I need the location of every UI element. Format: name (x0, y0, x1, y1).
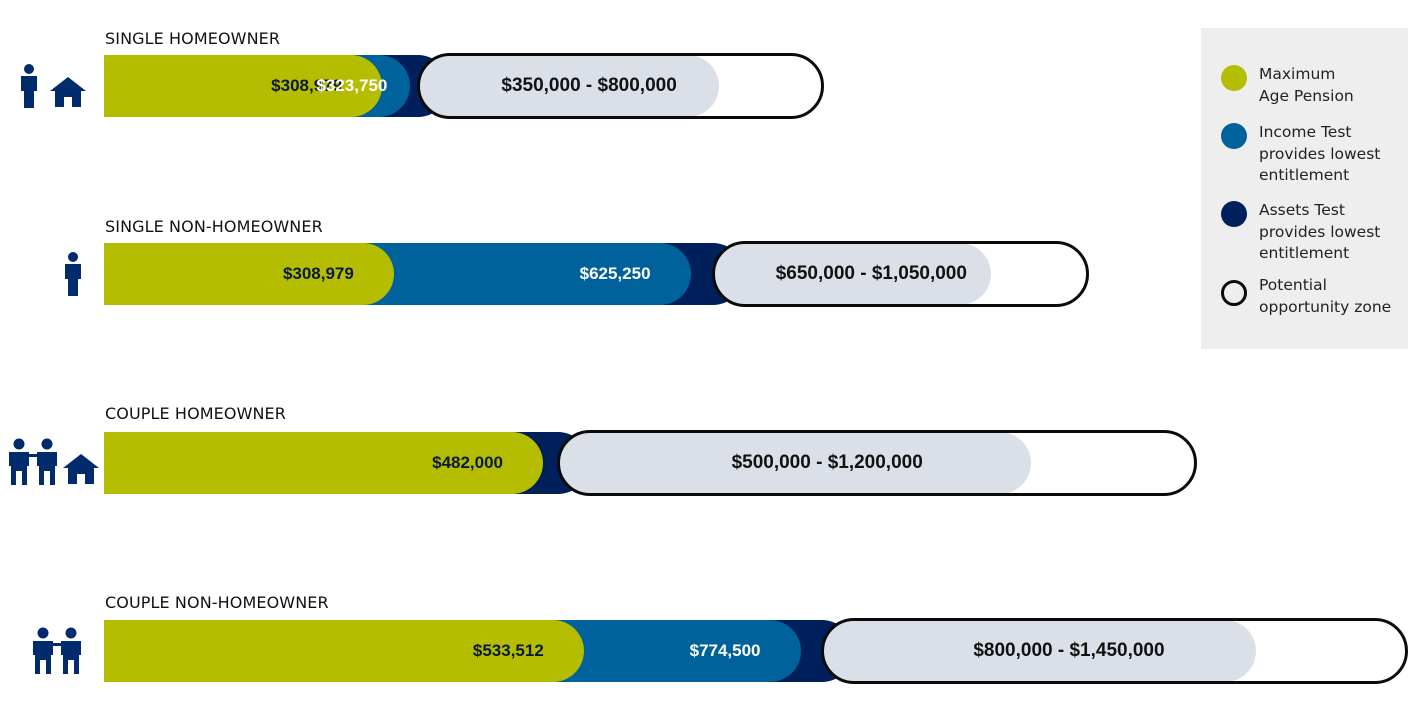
legend-label-line: Age Pension (1259, 86, 1354, 105)
couple-icon (5, 438, 63, 491)
legend-label-line: provides lowest (1259, 144, 1381, 163)
bar-track-couple-homeowner: $482,000 $500,000 - $1,200,000 (104, 430, 1197, 496)
legend-swatch (1221, 65, 1247, 91)
legend-label: Income Test provides lowest entitlement (1259, 122, 1404, 187)
value-label-opportunity-zone: $500,000 - $1,200,000 (731, 452, 923, 473)
person-icon (60, 250, 86, 303)
value-label-assets-test: $323,750 (316, 76, 388, 95)
legend-label-line: Assets Test (1259, 201, 1345, 219)
bar-track-couple-non-homeowner: $533,512 $774,500 $800,000 - $1,450,000 (104, 618, 1408, 684)
opportunity-zone-outline (417, 53, 824, 119)
value-label-max-age-pension: $533,512 (472, 641, 544, 660)
legend-label-line: opportunity zone (1259, 297, 1392, 316)
bar-segment-max-age-pension (104, 432, 544, 494)
value-label-max-age-pension: $482,000 (432, 453, 504, 472)
bar-segment-max-age-pension (104, 620, 584, 682)
bar-segment-max-age-pension (104, 243, 394, 305)
legend-label-line: entitlement (1259, 244, 1350, 262)
row-title-single-homeowner: SINGLE HOMEOWNER (105, 29, 281, 48)
value-label-income-test: $625,250 (579, 264, 651, 283)
person-icon (21, 64, 37, 108)
legend-label: Assets Test provides lowest entitlement (1259, 200, 1404, 265)
value-label-max-age-pension: $308,979 (282, 264, 354, 283)
couple-icon (29, 627, 87, 680)
bar-segment-max-age-pension (104, 55, 383, 117)
bar-segment-opportunity-zone (419, 55, 719, 117)
row-title-couple-non-homeowner: COUPLE NON-HOMEOWNER (105, 593, 329, 612)
opportunity-zone-outline (557, 430, 1197, 496)
legend-label-line: entitlement (1259, 166, 1350, 184)
legend-swatch (1221, 123, 1247, 149)
bar-track-single-homeowner: $308,979 $323,750 $350,000 - $800,000 (104, 53, 824, 119)
bar-track-single-non-homeowner: $308,979 $625,250 $650,000 - $1,050,000 (104, 241, 1089, 307)
legend-label-line: Income Test (1259, 123, 1352, 141)
value-label-max-age-pension: $308,979 (271, 76, 343, 95)
bar-segment-opportunity-zone (559, 432, 1032, 494)
row-icons-single-homeowner (16, 63, 88, 114)
house-icon (49, 76, 87, 113)
legend-swatch (1221, 201, 1247, 227)
house-icon (62, 453, 100, 490)
legend-label: Potential opportunity zone (1259, 275, 1404, 318)
value-label-opportunity-zone: $650,000 - $1,050,000 (775, 263, 967, 284)
value-label-opportunity-zone: $800,000 - $1,450,000 (973, 640, 1165, 661)
legend: Maximum Age Pension Income Test provides… (1201, 28, 1408, 349)
legend-label: Maximum Age Pension (1259, 64, 1404, 107)
bar-segment-opportunity-zone (823, 620, 1256, 682)
opportunity-zone-outline (821, 618, 1408, 684)
legend-label-line: Maximum (1259, 65, 1336, 83)
opportunity-zone-outline (711, 241, 1089, 307)
bar-segment-opportunity-zone (713, 243, 992, 305)
legend-label-line: provides lowest (1259, 222, 1381, 241)
legend-swatch (1221, 280, 1247, 306)
row-title-single-non-homeowner: SINGLE NON-HOMEOWNER (105, 217, 323, 236)
value-label-income-test: $774,500 (689, 641, 761, 660)
value-label-opportunity-zone: $350,000 - $800,000 (501, 75, 677, 96)
legend-label-line: Potential (1259, 276, 1327, 294)
row-title-couple-homeowner: COUPLE HOMEOWNER (105, 404, 286, 423)
